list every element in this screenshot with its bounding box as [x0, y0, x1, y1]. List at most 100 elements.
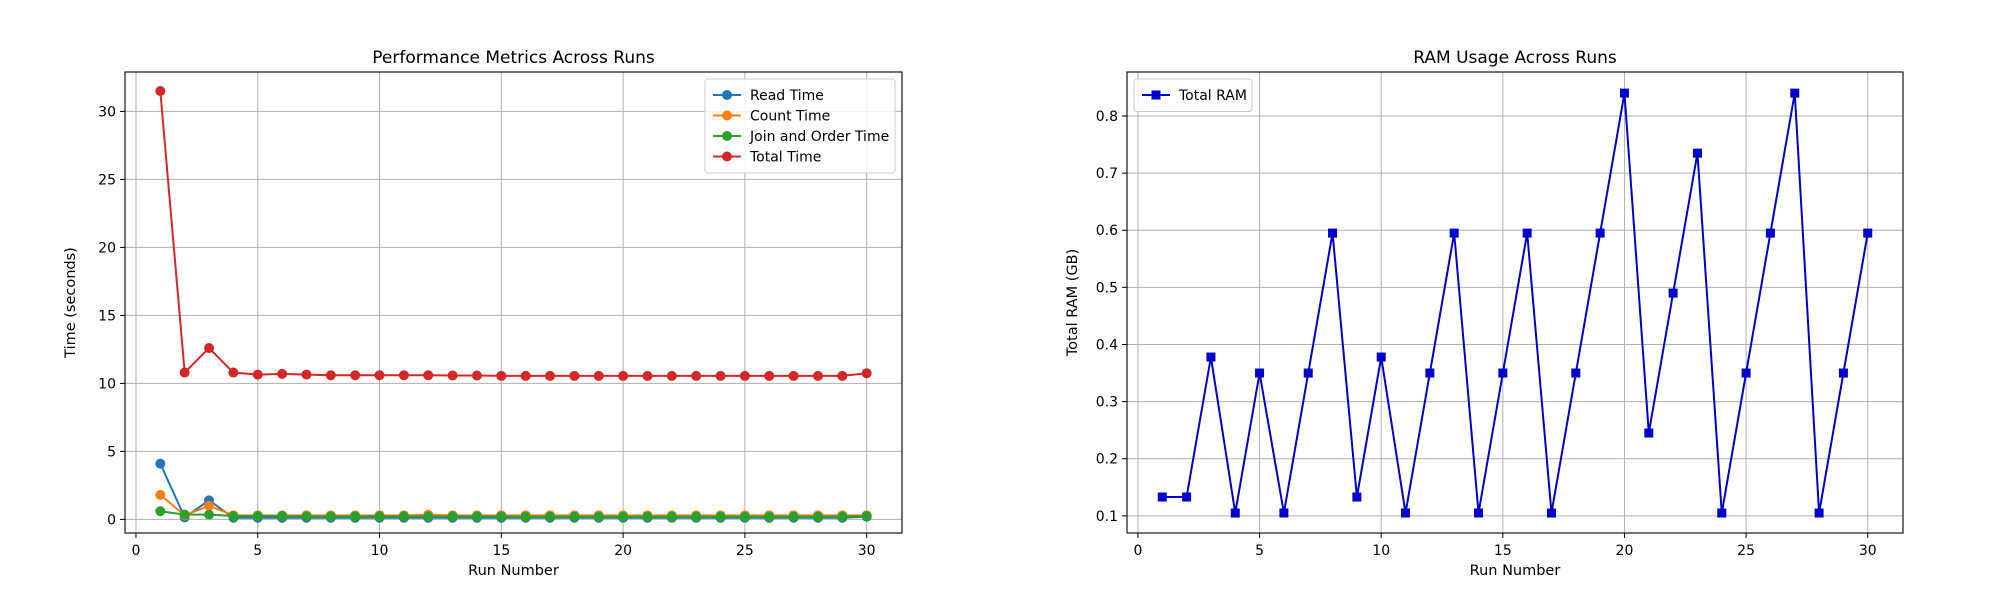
- legend-swatch-marker: [722, 90, 732, 100]
- data-point: [1157, 492, 1167, 502]
- chart-ram-usage: 0 5 10 15 20 25 30 0.1 0.2 0.3 0.4 0.5 0.6 0.7 0.8 RAM …: [1065, 48, 1904, 579]
- series-line-count-time: [159, 494, 867, 517]
- data-point: [1717, 508, 1727, 518]
- data-point: [350, 370, 361, 381]
- data-point: [374, 511, 385, 522]
- data-point: [520, 370, 531, 381]
- data-point: [545, 370, 556, 381]
- series-line-join-and-order-time: [160, 510, 867, 518]
- data-point: [1838, 368, 1848, 378]
- y-tick-label: 0.3: [1096, 395, 1118, 411]
- data-point: [204, 343, 215, 354]
- data-point: [277, 368, 288, 379]
- data-point: [593, 370, 604, 381]
- x-tick-label: 5: [253, 543, 262, 559]
- data-point: [1765, 228, 1775, 238]
- data-point: [1352, 492, 1362, 502]
- legend-swatch-marker: [722, 131, 732, 141]
- y-tick-label: 30: [98, 104, 116, 120]
- data-point: [1255, 368, 1265, 378]
- series-line-read-time: [159, 463, 867, 519]
- data-point: [325, 370, 336, 381]
- data-point: [398, 511, 409, 522]
- data-point: [471, 511, 482, 522]
- series-line-total-ram: [1162, 92, 1869, 515]
- y-tick-label: 0.6: [1096, 223, 1118, 239]
- data-point: [1863, 228, 1873, 238]
- data-point: [1522, 228, 1532, 238]
- legend-entry-label: Read Time: [750, 88, 824, 104]
- y-tick-label: 0.8: [1096, 109, 1118, 125]
- data-point: [642, 511, 653, 522]
- x-tick-label: 20: [1616, 543, 1634, 559]
- y-tick-label: 0.2: [1096, 452, 1118, 468]
- data-point: [155, 458, 166, 469]
- x-tick-label: 0: [131, 543, 140, 559]
- legend: Read Time Count Time Join and Order Time To…: [704, 78, 896, 174]
- x-tick-label: 15: [492, 543, 510, 559]
- data-point: [252, 511, 263, 522]
- data-point: [1741, 368, 1751, 378]
- data-point: [1401, 508, 1411, 518]
- x-tick-label: 10: [371, 543, 389, 559]
- data-point: [569, 370, 580, 381]
- data-point: [447, 511, 458, 522]
- data-point: [642, 370, 653, 381]
- data-point: [204, 500, 215, 511]
- data-point: [788, 511, 799, 522]
- data-point: [179, 367, 190, 378]
- data-point: [715, 511, 726, 522]
- y-tick-label: 15: [98, 308, 116, 324]
- y-tick-label: 0.1: [1096, 509, 1118, 525]
- y-tick-label: 20: [98, 240, 116, 256]
- data-point: [764, 511, 775, 522]
- x-tick-label: 5: [1255, 543, 1264, 559]
- data-point: [1328, 228, 1338, 238]
- data-point: [1376, 352, 1386, 362]
- data-point: [520, 511, 531, 522]
- data-point: [1619, 88, 1629, 98]
- x-tick-label: 0: [1133, 543, 1142, 559]
- legend-entry-label: Join and Order Time: [749, 129, 889, 145]
- y-tick-label: 5: [107, 444, 116, 460]
- data-point: [715, 370, 726, 381]
- data-point: [764, 370, 775, 381]
- x-tick-label: 15: [1494, 543, 1512, 559]
- x-tick-label: 25: [736, 543, 754, 559]
- data-point: [788, 370, 799, 381]
- data-point: [1425, 368, 1435, 378]
- data-point: [471, 370, 482, 381]
- data-point: [1595, 228, 1605, 238]
- data-point: [496, 511, 507, 522]
- data-point: [739, 511, 750, 522]
- data-point: [228, 367, 239, 378]
- legend-entry-label: Total RAM: [1178, 88, 1247, 104]
- data-point: [618, 370, 629, 381]
- legend-swatch-marker: [1151, 90, 1161, 100]
- data-point: [496, 370, 507, 381]
- data-point: [812, 511, 823, 522]
- data-point: [1644, 428, 1654, 438]
- y-tick-label: 0.7: [1096, 166, 1118, 182]
- data-point: [325, 511, 336, 522]
- legend-box: [1133, 78, 1253, 112]
- data-point: [228, 511, 239, 522]
- data-point: [155, 506, 166, 517]
- y-tick-label: 0.4: [1096, 337, 1118, 353]
- y-tick-label: 0: [107, 512, 116, 528]
- x-tick-label: 10: [1372, 543, 1390, 559]
- data-point: [1668, 288, 1678, 298]
- x-tick-label: 25: [1737, 543, 1755, 559]
- x-axis-label: Run Number: [1470, 563, 1561, 579]
- legend-box: [704, 78, 896, 174]
- data-point: [1449, 228, 1459, 238]
- data-point: [252, 369, 263, 380]
- x-tick-label: 30: [1859, 543, 1877, 559]
- data-point: [447, 370, 458, 381]
- legend-swatch-marker: [722, 151, 732, 162]
- data-point: [423, 511, 434, 522]
- data-point: [1206, 352, 1216, 362]
- data-point: [1498, 368, 1508, 378]
- data-point: [179, 509, 190, 520]
- data-point: [666, 370, 677, 381]
